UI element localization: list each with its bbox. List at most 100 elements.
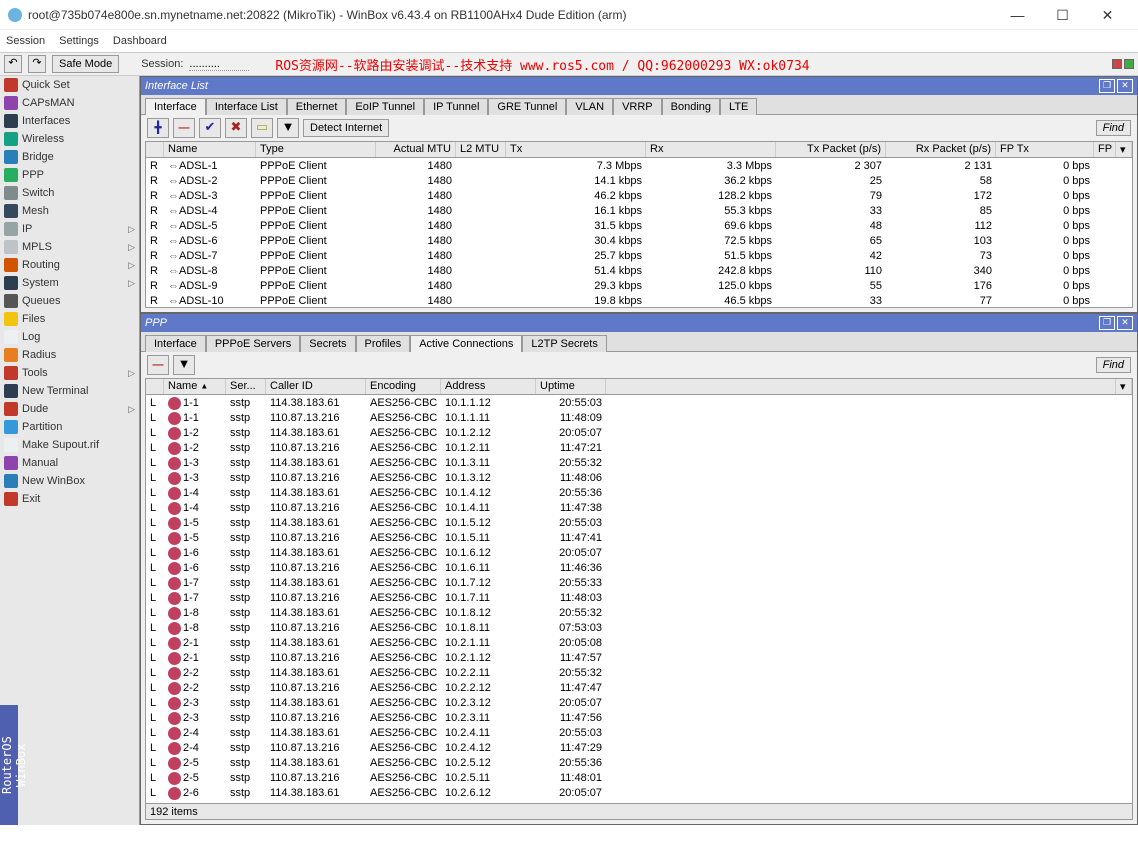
- maximize-button[interactable]: ☐: [1040, 1, 1085, 29]
- ppp-tab-pppoe-servers[interactable]: PPPoE Servers: [206, 335, 300, 352]
- sidebar-item-new-terminal[interactable]: New Terminal: [0, 382, 139, 400]
- ppp-row[interactable]: L2-4sstp114.38.183.61AES256-CBC10.2.4.11…: [146, 725, 1132, 740]
- ppp-tab-l2tp-secrets[interactable]: L2TP Secrets: [522, 335, 606, 352]
- pcol-address[interactable]: Address: [441, 379, 536, 394]
- detect-internet-button[interactable]: Detect Internet: [303, 119, 389, 137]
- iface-tab-vlan[interactable]: VLAN: [566, 98, 613, 115]
- col-fp[interactable]: FP: [1094, 142, 1116, 157]
- iface-close-icon[interactable]: ✕: [1117, 79, 1133, 93]
- pcol-flag[interactable]: [146, 379, 164, 394]
- ppp-row[interactable]: L2-3sstp114.38.183.61AES256-CBC10.2.3.12…: [146, 695, 1132, 710]
- sidebar-item-capsman[interactable]: CAPsMAN: [0, 94, 139, 112]
- safe-mode-button[interactable]: Safe Mode: [52, 55, 119, 73]
- ppp-close-icon[interactable]: ✕: [1117, 316, 1133, 330]
- iface-row[interactable]: R⇔ADSL-7PPPoE Client148025.7 kbps51.5 kb…: [146, 248, 1132, 263]
- vertical-tab[interactable]: RouterOS WinBox: [0, 705, 18, 825]
- sidebar-item-mpls[interactable]: MPLS▷: [0, 238, 139, 256]
- redo-button[interactable]: ↷: [28, 55, 46, 73]
- iface-row[interactable]: R⇔ADSL-10PPPoE Client148019.8 kbps46.5 k…: [146, 293, 1132, 308]
- ppp-row[interactable]: L1-3sstp114.38.183.61AES256-CBC10.1.3.11…: [146, 455, 1132, 470]
- iface-row[interactable]: R⇔ADSL-3PPPoE Client148046.2 kbps128.2 k…: [146, 188, 1132, 203]
- iface-row[interactable]: R⇔ADSL-2PPPoE Client148014.1 kbps36.2 kb…: [146, 173, 1132, 188]
- menu-settings[interactable]: Settings: [59, 35, 99, 47]
- iface-tab-interface-list[interactable]: Interface List: [206, 98, 287, 115]
- pcol-encoding[interactable]: Encoding: [366, 379, 441, 394]
- ppp-restore-icon[interactable]: ❐: [1099, 316, 1115, 330]
- ppp-row[interactable]: L1-8sstp110.87.13.216AES256-CBC10.1.8.11…: [146, 620, 1132, 635]
- sidebar-item-queues[interactable]: Queues: [0, 292, 139, 310]
- ppp-remove-button[interactable]: —: [147, 355, 169, 375]
- sidebar-item-routing[interactable]: Routing▷: [0, 256, 139, 274]
- undo-button[interactable]: ↶: [4, 55, 22, 73]
- ppp-row[interactable]: L2-2sstp114.38.183.61AES256-CBC10.2.2.11…: [146, 665, 1132, 680]
- sidebar-item-wireless[interactable]: Wireless: [0, 130, 139, 148]
- sidebar-item-tools[interactable]: Tools▷: [0, 364, 139, 382]
- sidebar-item-partition[interactable]: Partition: [0, 418, 139, 436]
- iface-restore-icon[interactable]: ❐: [1099, 79, 1115, 93]
- iface-row[interactable]: R⇔ADSL-1PPPoE Client14807.3 Mbps3.3 Mbps…: [146, 158, 1132, 173]
- iface-tab-gre-tunnel[interactable]: GRE Tunnel: [488, 98, 566, 115]
- iface-tab-vrrp[interactable]: VRRP: [613, 98, 662, 115]
- ppp-row[interactable]: L1-3sstp110.87.13.216AES256-CBC10.1.3.12…: [146, 470, 1132, 485]
- sidebar-item-ip[interactable]: IP▷: [0, 220, 139, 238]
- sidebar-item-bridge[interactable]: Bridge: [0, 148, 139, 166]
- sidebar-item-ppp[interactable]: PPP: [0, 166, 139, 184]
- menu-session[interactable]: Session: [6, 35, 45, 47]
- pcol-dropdown[interactable]: ▾: [1116, 379, 1132, 394]
- iface-tab-bonding[interactable]: Bonding: [662, 98, 720, 115]
- ppp-row[interactable]: L2-1sstp110.87.13.216AES256-CBC10.2.1.12…: [146, 650, 1132, 665]
- iface-row[interactable]: R⇔ADSL-4PPPoE Client148016.1 kbps55.3 kb…: [146, 203, 1132, 218]
- ppp-row[interactable]: L1-5sstp114.38.183.61AES256-CBC10.1.5.12…: [146, 515, 1132, 530]
- ppp-row[interactable]: L1-7sstp114.38.183.61AES256-CBC10.1.7.12…: [146, 575, 1132, 590]
- filter-button[interactable]: ▼: [277, 118, 299, 138]
- remove-button[interactable]: —: [173, 118, 195, 138]
- iface-row[interactable]: R⇔ADSL-6PPPoE Client148030.4 kbps72.5 kb…: [146, 233, 1132, 248]
- sidebar-item-new-winbox[interactable]: New WinBox: [0, 472, 139, 490]
- sidebar-item-manual[interactable]: Manual: [0, 454, 139, 472]
- sidebar-item-make-supout-rif[interactable]: Make Supout.rif: [0, 436, 139, 454]
- col-rx[interactable]: Rx: [646, 142, 776, 157]
- ppp-row[interactable]: L1-8sstp114.38.183.61AES256-CBC10.1.8.12…: [146, 605, 1132, 620]
- ppp-tab-profiles[interactable]: Profiles: [356, 335, 411, 352]
- iface-tab-interface[interactable]: Interface: [145, 98, 206, 115]
- ppp-row[interactable]: L1-1sstp110.87.13.216AES256-CBC10.1.1.11…: [146, 410, 1132, 425]
- ppp-row[interactable]: L1-2sstp110.87.13.216AES256-CBC10.1.2.11…: [146, 440, 1132, 455]
- sidebar-item-dude[interactable]: Dude▷: [0, 400, 139, 418]
- ppp-find-button[interactable]: Find: [1096, 357, 1131, 373]
- col-fptx[interactable]: FP Tx: [996, 142, 1094, 157]
- sidebar-item-mesh[interactable]: Mesh: [0, 202, 139, 220]
- sidebar-item-log[interactable]: Log: [0, 328, 139, 346]
- col-dropdown[interactable]: ▾: [1116, 142, 1132, 157]
- enable-button[interactable]: ✔: [199, 118, 221, 138]
- ppp-row[interactable]: L1-5sstp110.87.13.216AES256-CBC10.1.5.11…: [146, 530, 1132, 545]
- ppp-titlebar[interactable]: PPP ❐ ✕: [141, 314, 1137, 332]
- ppp-tab-secrets[interactable]: Secrets: [300, 335, 355, 352]
- iface-row[interactable]: R⇔ADSL-5PPPoE Client148031.5 kbps69.6 kb…: [146, 218, 1132, 233]
- ppp-row[interactable]: L1-7sstp110.87.13.216AES256-CBC10.1.7.11…: [146, 590, 1132, 605]
- col-l2mtu[interactable]: L2 MTU: [456, 142, 506, 157]
- session-value[interactable]: ..........: [189, 58, 249, 71]
- ppp-row[interactable]: L1-4sstp114.38.183.61AES256-CBC10.1.4.12…: [146, 485, 1132, 500]
- iface-tab-lte[interactable]: LTE: [720, 98, 757, 115]
- col-rxp[interactable]: Rx Packet (p/s): [886, 142, 996, 157]
- ppp-row[interactable]: L2-5sstp110.87.13.216AES256-CBC10.2.5.11…: [146, 770, 1132, 785]
- sidebar-item-files[interactable]: Files: [0, 310, 139, 328]
- col-name[interactable]: Name: [164, 142, 256, 157]
- pcol-name[interactable]: Name ▲: [164, 379, 226, 394]
- sidebar-item-switch[interactable]: Switch: [0, 184, 139, 202]
- iface-find-button[interactable]: Find: [1096, 120, 1131, 136]
- sidebar-item-interfaces[interactable]: Interfaces: [0, 112, 139, 130]
- ppp-row[interactable]: L2-4sstp110.87.13.216AES256-CBC10.2.4.12…: [146, 740, 1132, 755]
- col-mtu[interactable]: Actual MTU: [376, 142, 456, 157]
- ppp-row[interactable]: L1-6sstp110.87.13.216AES256-CBC10.1.6.11…: [146, 560, 1132, 575]
- ppp-row[interactable]: L1-6sstp114.38.183.61AES256-CBC10.1.6.12…: [146, 545, 1132, 560]
- col-txp[interactable]: Tx Packet (p/s): [776, 142, 886, 157]
- pcol-service[interactable]: Ser...: [226, 379, 266, 394]
- ppp-row[interactable]: L2-6sstp114.38.183.61AES256-CBC10.2.6.12…: [146, 785, 1132, 800]
- pcol-uptime[interactable]: Uptime: [536, 379, 606, 394]
- ppp-row[interactable]: L2-1sstp114.38.183.61AES256-CBC10.2.1.11…: [146, 635, 1132, 650]
- add-button[interactable]: ╋: [147, 118, 169, 138]
- iface-tab-ethernet[interactable]: Ethernet: [287, 98, 347, 115]
- col-type[interactable]: Type: [256, 142, 376, 157]
- minimize-button[interactable]: —: [995, 1, 1040, 29]
